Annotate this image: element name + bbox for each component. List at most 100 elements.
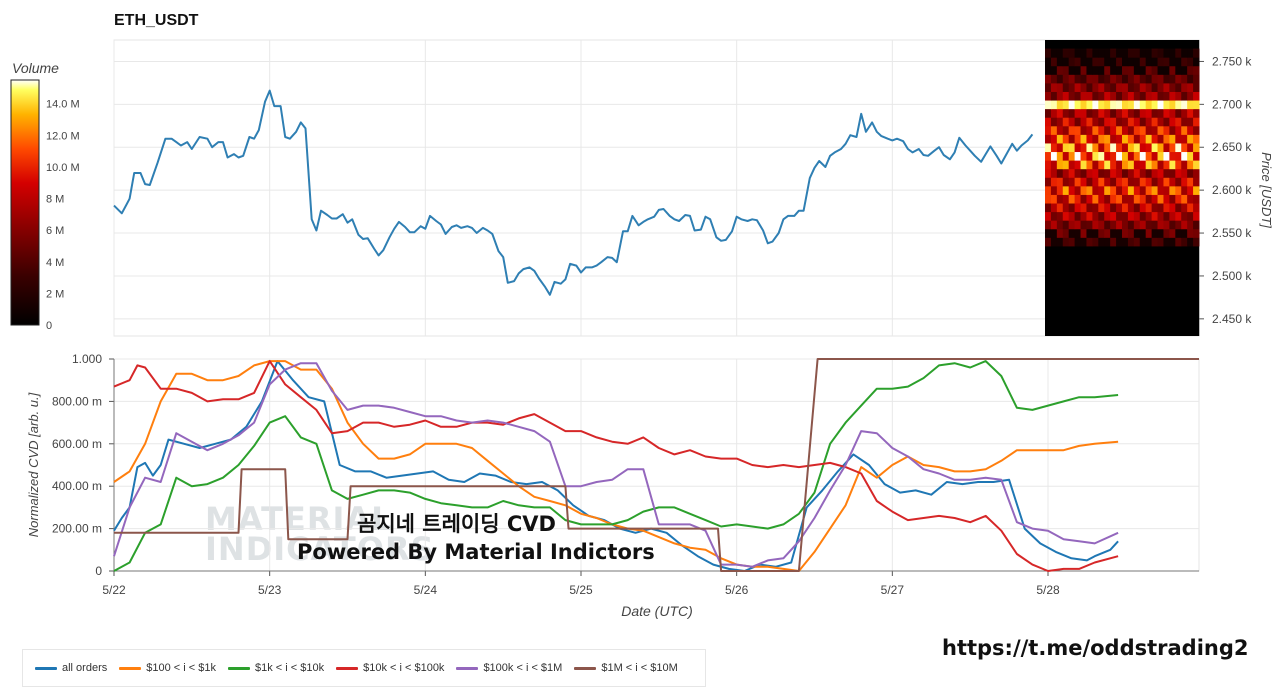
heatmap-cell — [1104, 82, 1111, 92]
heatmap-cell — [1175, 237, 1182, 247]
colorbar-tick-label: 6 M — [46, 225, 64, 237]
heatmap-cell — [1045, 177, 1052, 187]
heatmap-cell — [1169, 100, 1176, 110]
legend-item[interactable]: $100k < i < $1M — [456, 662, 562, 674]
heatmap-cell — [1110, 177, 1117, 187]
heatmap-cell — [1139, 125, 1147, 135]
heatmap-cell — [1092, 91, 1099, 101]
heatmap-cell — [1151, 168, 1159, 178]
heatmap-cell — [1169, 160, 1176, 170]
heatmap-cell — [1139, 228, 1147, 238]
heatmap-cell — [1068, 185, 1076, 195]
heatmap-cell — [1098, 151, 1105, 161]
heatmap-cell — [1169, 125, 1176, 135]
heatmap-cell — [1157, 203, 1164, 213]
heatmap-cell — [1145, 142, 1153, 153]
heatmap-cell — [1086, 57, 1093, 67]
telegram-link[interactable]: https://t.me/oddstrading2 — [942, 636, 1249, 660]
heatmap-cell — [1074, 185, 1082, 195]
heatmap-cell — [1056, 134, 1064, 144]
heatmap-cell — [1139, 194, 1147, 204]
heatmap-cell — [1145, 237, 1153, 247]
heatmap-cell — [1157, 237, 1164, 247]
heatmap-cell — [1169, 185, 1176, 195]
heatmap-cell — [1050, 74, 1058, 84]
heatmap-cell — [1110, 185, 1117, 195]
heatmap-cell — [1050, 177, 1058, 187]
heatmap-cell — [1169, 168, 1176, 178]
heatmap-cell — [1092, 177, 1099, 187]
heatmap-cell — [1080, 228, 1087, 238]
cvd-chart: 0 200.00 m 400.00 m 600.00 m 800.00 m 1.000 5/… — [26, 352, 1200, 619]
legend-item[interactable]: $100 < i < $1k — [119, 662, 216, 674]
heatmap-cell — [1145, 203, 1153, 213]
heatmap-cell — [1080, 177, 1087, 187]
heatmap-cell — [1086, 134, 1093, 144]
heatmap-cell — [1045, 142, 1052, 153]
heatmap-cell — [1080, 65, 1087, 75]
heatmap-cell — [1163, 48, 1170, 58]
heatmap-cell — [1110, 57, 1117, 67]
heatmap-cell — [1151, 100, 1159, 110]
heatmap-cell — [1133, 134, 1141, 144]
heatmap-cell — [1127, 151, 1135, 161]
heatmap-cell — [1133, 203, 1141, 213]
legend-item[interactable]: all orders — [35, 662, 107, 674]
heatmap-cell — [1080, 203, 1087, 213]
heatmap-cell — [1080, 48, 1087, 58]
heatmap-cell — [1062, 228, 1070, 238]
heatmap-cell — [1086, 168, 1093, 178]
legend-swatch — [227, 666, 250, 670]
heatmap-cell — [1110, 228, 1117, 238]
heatmap-cell — [1151, 220, 1159, 230]
heatmap-cell — [1151, 185, 1159, 195]
heatmap-cell — [1127, 160, 1135, 170]
heatmap-cell — [1056, 168, 1064, 178]
heatmap-cell — [1086, 228, 1093, 238]
heatmap-cell — [1181, 185, 1188, 195]
legend-item[interactable]: $10k < i < $100k — [336, 662, 444, 674]
heatmap-cell — [1080, 220, 1087, 230]
colorbar-tick-label: 2 M — [46, 288, 64, 300]
heatmap-cell — [1193, 74, 1200, 84]
heatmap-cell — [1175, 125, 1182, 135]
heatmap-cell — [1175, 151, 1182, 161]
heatmap-cell — [1187, 142, 1194, 153]
heatmap-cell — [1092, 185, 1099, 195]
heatmap-cell — [1092, 108, 1099, 118]
heatmap-cell — [1068, 168, 1076, 178]
heatmap-cell — [1080, 194, 1087, 204]
heatmap-cell — [1175, 48, 1182, 58]
heatmap-cell — [1080, 211, 1087, 221]
heatmap-cell — [1139, 91, 1147, 101]
heatmap-cell — [1175, 160, 1182, 170]
heatmap-cell — [1133, 117, 1141, 127]
heatmap-cell — [1169, 48, 1176, 58]
heatmap-cell — [1056, 100, 1064, 110]
legend-label: $1M < i < $10M — [601, 662, 678, 674]
heatmap-cell — [1181, 134, 1188, 144]
heatmap-cell — [1068, 134, 1076, 144]
heatmap-cell — [1122, 134, 1129, 144]
heatmap-cell — [1169, 134, 1176, 144]
heatmap-cell — [1080, 82, 1087, 92]
heatmap-cell — [1098, 57, 1105, 67]
heatmap-cell — [1163, 57, 1170, 67]
heatmap-cell — [1187, 160, 1194, 170]
heatmap-cell — [1056, 91, 1064, 101]
heatmap-cell — [1068, 125, 1076, 135]
heatmap-cell — [1127, 203, 1135, 213]
heatmap-cell — [1074, 57, 1082, 67]
heatmap-cell — [1157, 100, 1164, 110]
heatmap-cell — [1080, 151, 1087, 161]
cvd-y-tick-label: 600.00 m — [52, 437, 102, 451]
heatmap-cell — [1151, 65, 1159, 75]
heatmap-cell — [1116, 134, 1123, 144]
cvd-y-tick-label: 400.00 m — [52, 479, 102, 493]
price-line — [113, 89, 1034, 296]
legend-item[interactable]: $1k < i < $10k — [227, 662, 324, 674]
heatmap-cell — [1133, 168, 1141, 178]
heatmap-cell — [1080, 74, 1087, 84]
legend-item[interactable]: $1M < i < $10M — [574, 662, 678, 674]
heatmap-cell — [1163, 177, 1170, 187]
